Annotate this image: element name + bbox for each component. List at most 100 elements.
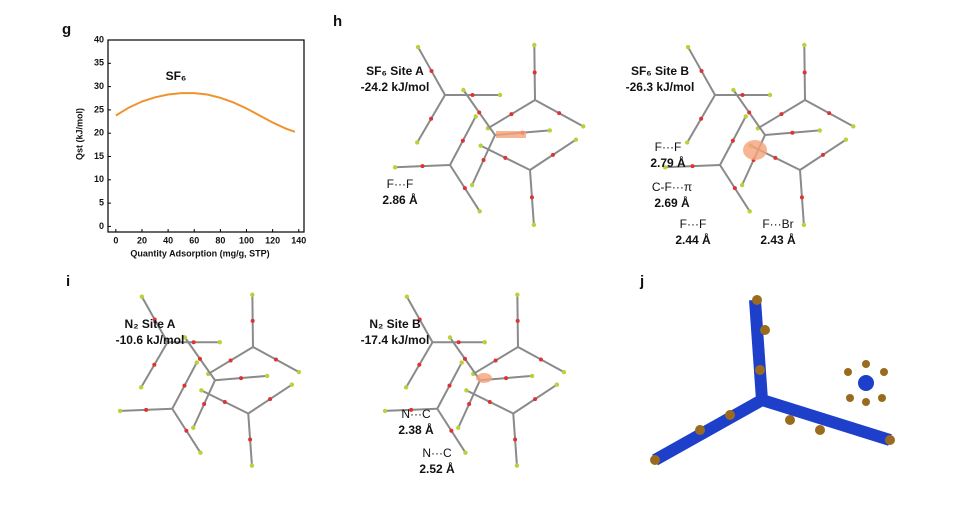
atom (456, 340, 461, 345)
annotation: 2.44 Å (675, 232, 711, 247)
y-tick-label: 40 (94, 34, 104, 44)
atom (482, 340, 487, 345)
highlight (743, 140, 767, 160)
atom (152, 317, 157, 322)
x-tick-label: 120 (265, 235, 280, 245)
atom (773, 155, 778, 160)
atom (182, 383, 187, 388)
atom (747, 110, 752, 115)
annotation: -10.6 kJ/mol (116, 333, 185, 347)
atom (885, 435, 895, 445)
molecule (858, 375, 874, 391)
atom (420, 164, 425, 169)
atom (197, 356, 202, 361)
y-tick-label: 15 (94, 151, 104, 161)
atom (862, 398, 870, 406)
atom (731, 87, 736, 93)
annotation: -24.2 kJ/mol (361, 80, 430, 94)
annotation: SF₆ Site A (366, 64, 424, 78)
atom (417, 317, 422, 322)
atom (581, 124, 586, 129)
annotation: F···F (387, 177, 414, 191)
atom (844, 368, 852, 376)
atom (573, 137, 579, 142)
atom (878, 394, 886, 402)
atom (514, 463, 520, 468)
atom (815, 425, 825, 435)
atom (478, 143, 483, 148)
atom (801, 222, 807, 228)
annotation: 2.79 Å (650, 155, 686, 170)
annotation: 2.38 Å (398, 422, 434, 437)
atom (695, 425, 705, 435)
atom (403, 385, 409, 390)
x-tick-label: 140 (291, 235, 306, 245)
atom (820, 152, 825, 157)
atom (699, 116, 704, 121)
atom (862, 360, 870, 368)
atom (767, 92, 773, 98)
atom (202, 402, 207, 407)
framework (760, 394, 892, 446)
annotation: C-F···π (652, 180, 692, 194)
atom (417, 362, 422, 367)
atom (503, 155, 508, 160)
atom (790, 130, 795, 135)
atom (228, 358, 233, 363)
atom (779, 112, 784, 117)
x-tick-label: 80 (215, 235, 225, 245)
atom (817, 128, 823, 133)
atom (191, 340, 196, 345)
atom (739, 182, 745, 188)
annotation: SF₆ Site B (631, 64, 689, 78)
atom (456, 425, 461, 430)
atom (515, 318, 520, 323)
y-tick-label: 5 (99, 197, 104, 207)
structures (117, 42, 895, 468)
atom (557, 111, 562, 116)
atom (493, 358, 498, 363)
atom (550, 152, 555, 157)
atom (464, 388, 469, 393)
atom (538, 357, 543, 362)
atom (650, 455, 660, 465)
atom (785, 415, 795, 425)
annotation: -17.4 kJ/mol (361, 333, 430, 347)
x-tick-label: 40 (163, 235, 173, 245)
annotation: 2.86 Å (382, 192, 418, 207)
atom (533, 397, 538, 402)
atom (382, 408, 388, 414)
atom (404, 294, 410, 299)
atom (851, 124, 856, 129)
atom (760, 325, 770, 335)
annotation: 2.69 Å (654, 195, 690, 210)
atom (755, 365, 765, 375)
annotation: N₂ Site A (125, 317, 176, 331)
panel-label: g (62, 21, 71, 38)
atom (531, 222, 537, 228)
atom (740, 93, 745, 97)
atom (725, 410, 735, 420)
annotation: F···F (655, 140, 682, 154)
atom (199, 388, 204, 393)
atom (846, 394, 854, 402)
atom (463, 450, 468, 455)
annotation: N···C (401, 407, 431, 421)
atom (191, 425, 196, 430)
x-tick-label: 100 (239, 235, 254, 245)
atom (198, 450, 203, 455)
panel-label: i (66, 273, 70, 290)
atom (509, 112, 514, 117)
y-axis-label: Qst (kJ/mol) (74, 108, 84, 160)
atom (249, 463, 255, 468)
plot-frame (107, 39, 305, 233)
atom (513, 437, 518, 442)
atom (392, 165, 398, 170)
y-tick-label: 35 (94, 58, 104, 68)
atom (194, 360, 199, 365)
atom (685, 140, 690, 145)
x-tick-label: 60 (189, 235, 199, 245)
atom (473, 114, 478, 119)
annotation: N···C (422, 446, 452, 460)
